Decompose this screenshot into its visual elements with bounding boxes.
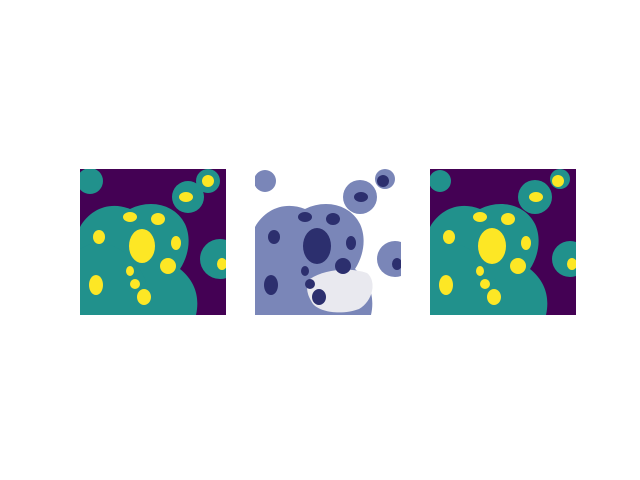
mask-nucleus-regions — [439, 175, 576, 305]
predicted-mask-panel — [430, 169, 576, 315]
stained-nuclei — [264, 175, 401, 305]
microscopy-image-panel — [255, 169, 401, 315]
predicted-mask-image — [430, 169, 576, 315]
mask-nucleus-regions — [89, 175, 226, 305]
ground-truth-mask-image — [80, 169, 226, 315]
microscopy-image — [255, 169, 401, 315]
ground-truth-mask-panel — [80, 169, 226, 315]
